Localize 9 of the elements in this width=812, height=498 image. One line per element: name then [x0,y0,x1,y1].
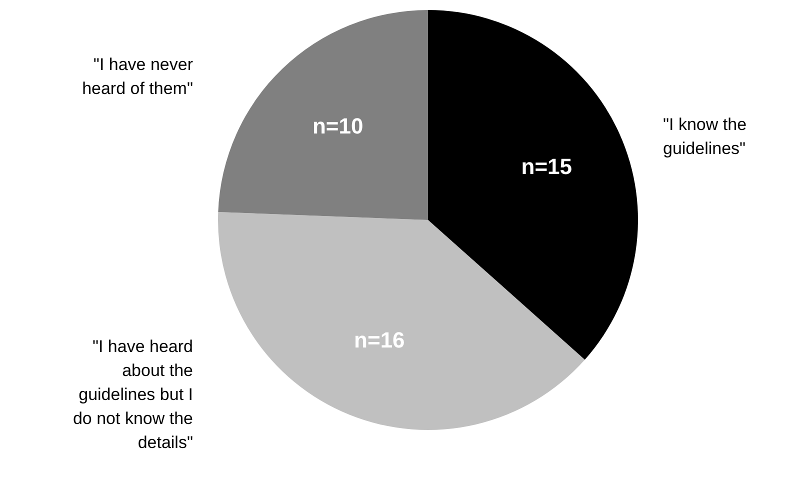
slice-label: "I have never heard of them" [82,54,194,98]
slice-label: "I have heard about the guidelines but I do not know the details" [72,337,193,452]
pie-slice [218,212,585,430]
pie-slice [428,10,638,360]
data-label: n=16 [354,328,405,353]
pie-slice [218,10,428,220]
data-label: n=10 [312,113,364,138]
data-label: n=15 [521,154,572,179]
slice-label: "I know the guidelines" [663,114,747,158]
